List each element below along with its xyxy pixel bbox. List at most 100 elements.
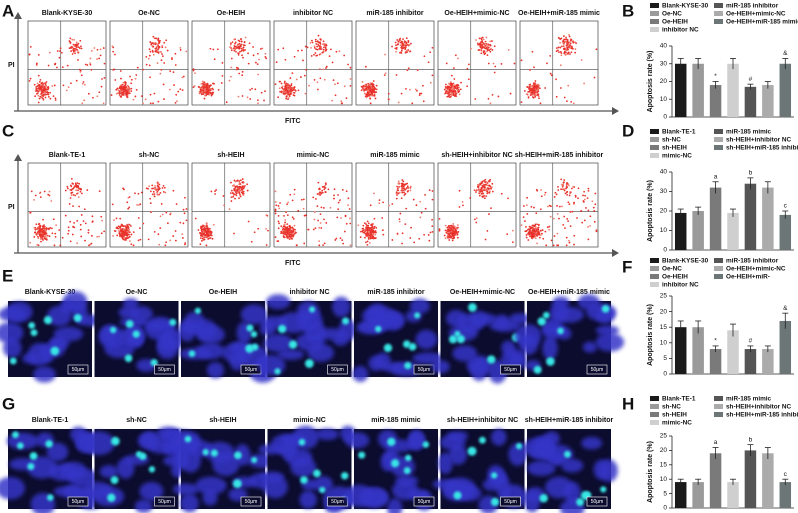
- event-dot: [138, 217, 140, 219]
- event-dot: [533, 87, 535, 89]
- event-dot: [581, 59, 583, 61]
- event-dot: [285, 59, 287, 61]
- event-dot: [391, 203, 393, 205]
- event-dot: [237, 186, 239, 188]
- cell-blob: [332, 296, 350, 317]
- event-dot: [532, 233, 534, 235]
- event-dot: [200, 226, 202, 228]
- event-dot: [175, 230, 177, 232]
- event-dot: [405, 88, 407, 90]
- event-dot: [214, 193, 216, 195]
- cell-blob: [297, 301, 319, 322]
- event-dot: [445, 90, 447, 92]
- nucleus: [211, 450, 218, 457]
- event-dot: [212, 49, 214, 51]
- event-dot: [413, 199, 415, 201]
- panel-label: inhibitor NC: [289, 289, 329, 296]
- cell-blob: [501, 340, 515, 355]
- event-dot: [241, 74, 243, 76]
- event-dot: [138, 193, 140, 195]
- legend-label: miR-185 inhibitor: [726, 258, 779, 265]
- event-dot: [46, 94, 48, 96]
- event-dot: [70, 42, 72, 44]
- event-dot: [128, 236, 130, 238]
- event-dot: [537, 227, 539, 229]
- cell-blob: [345, 485, 373, 507]
- flow-plot: [192, 163, 270, 247]
- event-dot: [237, 68, 239, 70]
- event-dot: [158, 244, 160, 246]
- event-dot: [245, 37, 247, 39]
- event-dot: [302, 60, 304, 62]
- nucleus: [602, 305, 610, 313]
- event-dot: [416, 204, 418, 206]
- event-dot: [379, 199, 381, 201]
- event-dot: [334, 239, 336, 241]
- event-dot: [409, 50, 411, 52]
- event-dot: [298, 89, 300, 91]
- event-dot: [549, 55, 551, 57]
- event-dot: [384, 74, 386, 76]
- event-dot: [468, 78, 470, 80]
- event-dot: [233, 50, 235, 52]
- event-dot: [297, 210, 299, 212]
- event-dot: [563, 179, 565, 181]
- event-dot: [206, 226, 208, 228]
- event-dot: [247, 96, 249, 98]
- event-dot: [284, 219, 286, 221]
- cell-blob: [207, 362, 224, 378]
- event-dot: [397, 233, 399, 235]
- event-dot: [76, 220, 78, 222]
- event-dot: [91, 235, 93, 237]
- event-dot: [235, 191, 237, 193]
- event-dot: [566, 185, 568, 187]
- event-dot: [288, 94, 290, 96]
- event-dot: [409, 89, 411, 91]
- event-dot: [507, 197, 509, 199]
- cell-blob: [527, 461, 555, 476]
- bar: [780, 215, 792, 250]
- event-dot: [280, 231, 282, 233]
- event-dot: [304, 75, 306, 77]
- cell-blob: [524, 491, 540, 513]
- event-dot: [241, 40, 243, 42]
- event-dot: [157, 185, 159, 187]
- event-dot: [450, 86, 452, 88]
- event-dot: [243, 194, 245, 196]
- event-dot: [217, 48, 219, 50]
- event-dot: [406, 37, 408, 39]
- bar: [692, 64, 704, 117]
- event-dot: [163, 84, 165, 86]
- event-dot: [397, 44, 399, 46]
- event-dot: [482, 196, 484, 198]
- event-dot: [136, 204, 138, 206]
- event-dot: [279, 202, 281, 204]
- event-dot: [501, 193, 503, 195]
- event-dot: [402, 232, 404, 234]
- event-dot: [238, 96, 240, 98]
- panel-label: sh-HEIH: [209, 417, 236, 424]
- scale-label: 50μm: [504, 367, 517, 373]
- event-dot: [490, 207, 492, 209]
- event-dot: [367, 244, 369, 246]
- cell-blob: [600, 459, 618, 482]
- event-dot: [375, 232, 377, 234]
- event-dot: [301, 49, 303, 51]
- cell-blob: [316, 328, 347, 340]
- event-dot: [553, 244, 555, 246]
- event-dot: [492, 94, 494, 96]
- event-dot: [88, 229, 90, 231]
- event-dot: [493, 63, 495, 65]
- event-dot: [369, 84, 371, 86]
- event-dot: [317, 81, 319, 83]
- event-dot: [357, 224, 359, 226]
- legend-swatch: [714, 258, 723, 263]
- cell-blob: [197, 325, 225, 343]
- event-dot: [483, 180, 485, 182]
- event-dot: [486, 44, 488, 46]
- event-dot: [40, 241, 42, 243]
- nucleus: [404, 362, 411, 369]
- nucleus: [468, 303, 477, 312]
- nucleus: [454, 331, 460, 337]
- event-dot: [474, 219, 476, 221]
